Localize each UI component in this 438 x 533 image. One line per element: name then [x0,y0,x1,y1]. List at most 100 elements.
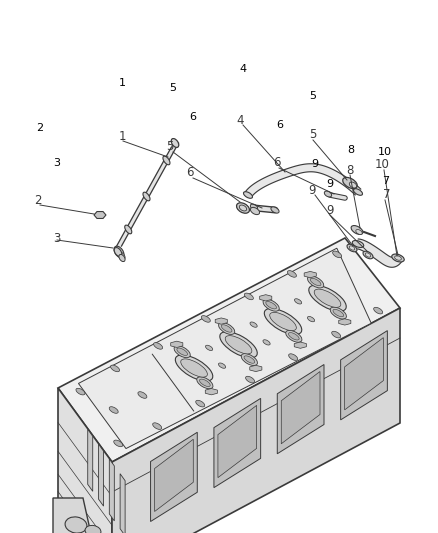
Ellipse shape [181,359,207,377]
Ellipse shape [197,377,213,389]
Ellipse shape [350,182,357,188]
Ellipse shape [65,517,87,533]
Text: 10: 10 [378,147,392,157]
Text: 8: 8 [346,164,354,176]
Polygon shape [345,337,383,410]
Polygon shape [358,239,402,267]
Text: 6: 6 [276,120,283,130]
Ellipse shape [353,189,363,195]
Ellipse shape [138,392,147,398]
Ellipse shape [289,333,299,340]
Ellipse shape [163,156,170,165]
Polygon shape [78,248,371,449]
Text: 5: 5 [309,128,317,141]
Ellipse shape [347,244,357,252]
Ellipse shape [110,365,120,372]
Ellipse shape [392,254,404,262]
Polygon shape [218,406,257,478]
Polygon shape [205,389,217,395]
Polygon shape [99,444,103,506]
Ellipse shape [219,363,226,368]
Ellipse shape [239,205,247,211]
Polygon shape [215,318,227,324]
Text: 5: 5 [166,141,174,154]
Ellipse shape [287,271,297,277]
Ellipse shape [76,389,85,395]
Ellipse shape [251,204,258,210]
Ellipse shape [314,289,341,308]
Ellipse shape [356,230,362,235]
Ellipse shape [196,400,205,407]
Ellipse shape [332,332,341,338]
Ellipse shape [392,255,404,262]
Ellipse shape [333,309,344,317]
Polygon shape [151,432,197,521]
Polygon shape [114,143,179,250]
Ellipse shape [85,526,101,533]
Ellipse shape [310,278,321,286]
Ellipse shape [363,251,373,259]
Polygon shape [260,295,272,301]
Polygon shape [110,459,114,521]
Ellipse shape [143,192,150,201]
Text: 6: 6 [273,156,281,168]
Ellipse shape [395,256,401,260]
Ellipse shape [119,254,125,262]
Ellipse shape [174,346,190,358]
Ellipse shape [244,192,252,198]
Text: 9: 9 [308,183,316,197]
Ellipse shape [177,348,187,356]
Polygon shape [155,439,193,512]
Ellipse shape [171,139,179,148]
Polygon shape [58,388,112,533]
Ellipse shape [250,322,257,327]
Text: 9: 9 [311,159,318,169]
Ellipse shape [309,285,346,311]
Polygon shape [294,342,307,349]
Ellipse shape [153,423,162,430]
Ellipse shape [330,307,346,319]
Ellipse shape [221,325,232,332]
Text: 5: 5 [170,83,177,93]
Ellipse shape [237,203,250,213]
Ellipse shape [307,276,324,288]
Ellipse shape [220,332,257,358]
Ellipse shape [246,376,254,383]
Polygon shape [214,398,261,488]
Ellipse shape [263,299,279,311]
Polygon shape [277,365,324,454]
Ellipse shape [109,407,118,413]
Ellipse shape [266,302,276,309]
Ellipse shape [374,308,383,314]
Polygon shape [112,308,400,533]
Ellipse shape [332,251,342,257]
Text: 2: 2 [36,123,43,133]
Ellipse shape [114,247,122,256]
Ellipse shape [114,440,123,447]
Ellipse shape [154,343,162,349]
Ellipse shape [114,246,124,258]
Text: 9: 9 [326,179,333,189]
Polygon shape [341,330,387,420]
Text: 1: 1 [119,78,126,87]
Ellipse shape [289,354,298,360]
Text: 7: 7 [383,189,391,201]
Text: 2: 2 [34,193,42,206]
Ellipse shape [175,355,213,381]
Ellipse shape [294,298,302,304]
Polygon shape [281,372,320,444]
Polygon shape [88,429,93,491]
Text: 5: 5 [310,91,317,101]
Text: 4: 4 [236,114,244,126]
Ellipse shape [219,322,235,334]
Ellipse shape [263,340,270,345]
Polygon shape [53,498,93,533]
Ellipse shape [251,207,260,215]
Ellipse shape [307,317,314,322]
Ellipse shape [349,246,355,250]
Text: 10: 10 [374,158,389,172]
Ellipse shape [201,316,210,322]
Text: 3: 3 [53,231,61,245]
Ellipse shape [351,225,363,235]
Ellipse shape [352,240,364,247]
